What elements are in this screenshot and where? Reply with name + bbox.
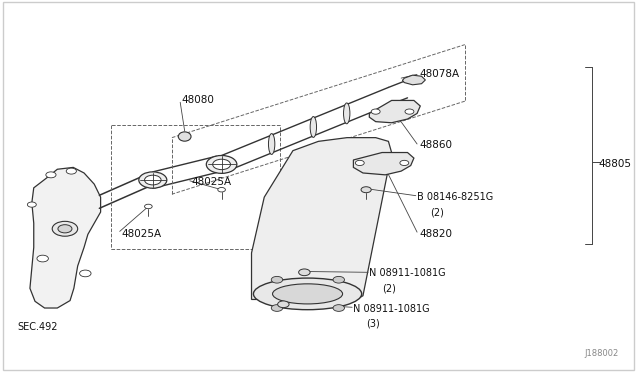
- Text: 48025A: 48025A: [191, 177, 231, 187]
- Text: B 08146-8251G: B 08146-8251G: [417, 192, 493, 202]
- Polygon shape: [30, 167, 100, 308]
- Circle shape: [46, 172, 56, 178]
- Circle shape: [333, 305, 344, 311]
- Circle shape: [58, 225, 72, 233]
- Circle shape: [271, 276, 283, 283]
- Polygon shape: [252, 138, 392, 299]
- Circle shape: [299, 269, 310, 276]
- Circle shape: [355, 160, 364, 166]
- Circle shape: [28, 202, 36, 207]
- Ellipse shape: [310, 116, 317, 137]
- Circle shape: [278, 301, 289, 308]
- Ellipse shape: [179, 132, 191, 141]
- FancyBboxPatch shape: [3, 2, 634, 370]
- Ellipse shape: [273, 284, 342, 304]
- Ellipse shape: [253, 278, 362, 310]
- Circle shape: [271, 305, 283, 311]
- Circle shape: [52, 221, 77, 236]
- Text: J188002: J188002: [585, 349, 619, 358]
- Text: (3): (3): [366, 319, 380, 328]
- Circle shape: [139, 172, 167, 188]
- Polygon shape: [403, 75, 426, 85]
- Circle shape: [79, 270, 91, 277]
- Circle shape: [212, 159, 230, 170]
- Ellipse shape: [268, 134, 275, 154]
- Text: 48078A: 48078A: [419, 70, 459, 79]
- Text: 48820: 48820: [419, 230, 452, 239]
- Polygon shape: [369, 100, 420, 123]
- Circle shape: [206, 155, 237, 173]
- Text: N 08911-1081G: N 08911-1081G: [369, 269, 446, 278]
- Circle shape: [405, 109, 414, 114]
- Text: N 08911-1081G: N 08911-1081G: [353, 304, 430, 314]
- Text: 48025A: 48025A: [121, 230, 161, 239]
- Circle shape: [361, 187, 371, 193]
- Text: 48080: 48080: [182, 96, 214, 105]
- Polygon shape: [353, 153, 414, 175]
- Circle shape: [371, 109, 380, 114]
- Ellipse shape: [344, 103, 350, 124]
- Text: (2): (2): [430, 207, 444, 217]
- Circle shape: [400, 160, 409, 166]
- Circle shape: [145, 204, 152, 209]
- Text: 48860: 48860: [419, 140, 452, 150]
- Text: (2): (2): [382, 283, 396, 293]
- Circle shape: [37, 255, 49, 262]
- Circle shape: [145, 175, 161, 185]
- Text: 48805: 48805: [598, 159, 632, 169]
- Circle shape: [218, 187, 225, 192]
- Circle shape: [66, 168, 76, 174]
- Text: SEC.492: SEC.492: [18, 323, 58, 332]
- Circle shape: [333, 276, 344, 283]
